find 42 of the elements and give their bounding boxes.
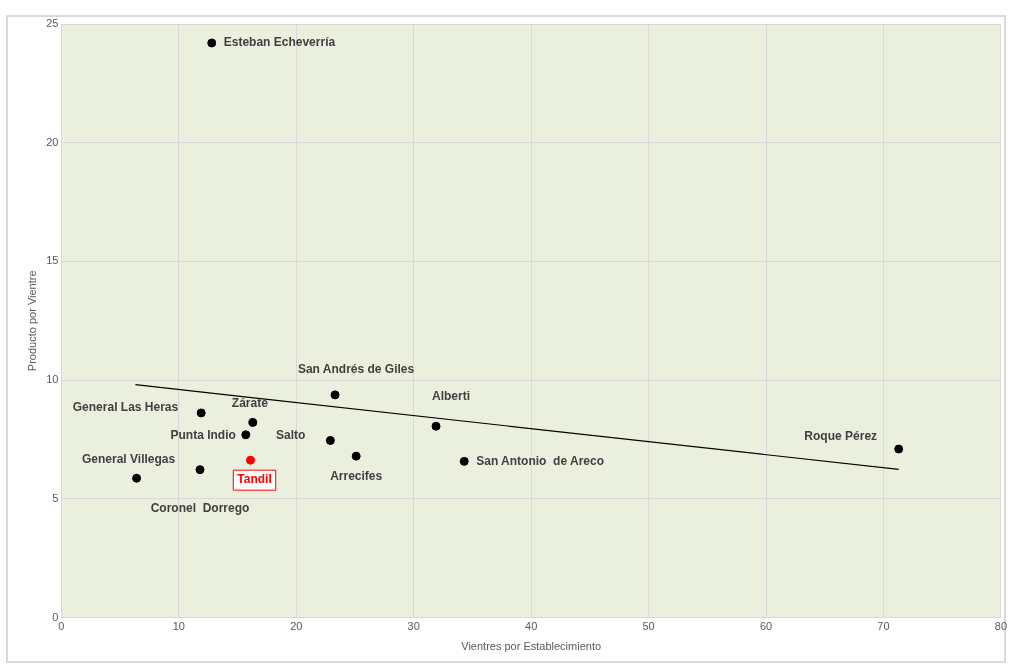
y-tick-label: 0 — [52, 610, 59, 623]
point — [195, 465, 205, 475]
data-label: Tandil — [237, 472, 272, 487]
y-tick-label: 10 — [46, 373, 59, 386]
y-tick-label: 15 — [46, 254, 59, 267]
point — [459, 456, 469, 466]
data-label: San Antonio de Areco — [476, 453, 605, 468]
point — [351, 451, 361, 461]
point — [325, 435, 335, 445]
data-label: Coronel Dorrego — [150, 500, 250, 515]
x-axis-title: Vientres por Establecimiento — [461, 640, 602, 653]
data-label: General Villegas — [82, 451, 176, 466]
y-tick-label: 20 — [46, 135, 59, 148]
point — [248, 417, 258, 427]
x-tick-label: 70 — [877, 620, 890, 633]
data-label: Arrecifes — [330, 469, 383, 484]
data-label: Salto — [276, 427, 306, 442]
data-label: General Las Heras — [72, 400, 179, 415]
x-tick-label: 10 — [172, 620, 185, 633]
point — [196, 408, 206, 418]
y-axis-title: Producto por Vientre — [25, 270, 38, 372]
x-tick-label: 60 — [759, 620, 773, 633]
point — [241, 430, 251, 440]
x-tick-label: 40 — [525, 620, 538, 633]
point — [894, 444, 904, 454]
point — [132, 473, 142, 483]
data-label: San Andrés de Giles — [297, 362, 415, 377]
x-tick-label: 30 — [407, 620, 420, 633]
data-label: Punta Indio — [170, 428, 236, 443]
data-label: Esteban Echeverría — [223, 35, 336, 50]
y-tick-label: 25 — [46, 17, 59, 30]
x-tick-label: 80 — [994, 620, 1008, 633]
data-label: Roque Pérez — [804, 429, 878, 444]
point — [330, 390, 340, 400]
x-tick-label: 20 — [290, 620, 303, 633]
point — [246, 455, 255, 465]
y-tick-label: 5 — [52, 491, 59, 504]
x-tick-label: 50 — [642, 620, 655, 633]
data-label: Zárate — [231, 395, 269, 410]
point — [431, 421, 441, 431]
data-label: Alberti — [432, 388, 471, 403]
point — [207, 38, 217, 48]
